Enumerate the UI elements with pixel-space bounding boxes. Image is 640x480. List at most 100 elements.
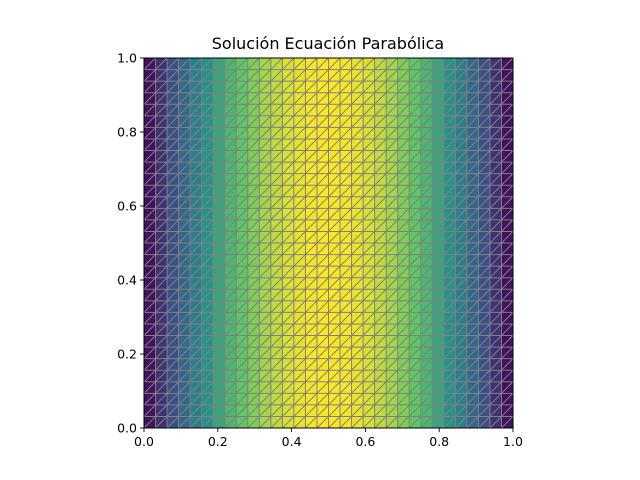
mesh-edge-diagonal	[397, 288, 410, 302]
mesh-edge-diagonal	[201, 57, 214, 70]
mesh-edge-diagonal	[258, 288, 272, 302]
mesh-edge-diagonal	[316, 138, 329, 151]
mesh-edge-diagonal	[431, 57, 445, 70]
mesh-edge-diagonal	[385, 242, 399, 255]
mesh-edge-diagonal	[293, 312, 306, 325]
mesh-edge-diagonal	[431, 207, 445, 221]
mesh-edge-diagonal	[408, 277, 422, 290]
mesh-edge-diagonal	[224, 150, 237, 163]
mesh-edge-diagonal	[374, 150, 387, 163]
mesh-edge-diagonal	[443, 57, 456, 70]
mesh-edge-diagonal	[454, 57, 468, 70]
mesh-edge-diagonal	[166, 92, 179, 105]
mesh-edge-diagonal	[454, 92, 468, 105]
mesh-edge-diagonal	[189, 127, 203, 140]
mesh-edge-diagonal	[385, 288, 399, 302]
mesh-edge-diagonal	[454, 265, 468, 279]
mesh-edge-diagonal	[501, 404, 514, 417]
mesh-edge-diagonal	[258, 92, 272, 105]
mesh-edge-diagonal	[339, 150, 352, 163]
mesh-edge-diagonal	[454, 288, 468, 302]
mesh-edge-diagonal	[189, 288, 203, 302]
mesh-edge-diagonal	[454, 115, 468, 128]
mesh-edge-diagonal	[282, 242, 295, 255]
mesh-edge-diagonal	[385, 381, 399, 394]
mesh-edge-diagonal	[305, 161, 318, 174]
mesh-edge-diagonal	[155, 196, 168, 209]
mesh-edge-diagonal	[305, 277, 318, 290]
mesh-edge-diagonal	[247, 69, 260, 82]
mesh-edge-diagonal	[466, 184, 479, 198]
mesh-edge-diagonal	[420, 115, 433, 128]
mesh-edge-diagonal	[189, 92, 203, 105]
mesh-edge-diagonal	[374, 115, 387, 128]
mesh-edge-diagonal	[189, 300, 203, 313]
mesh-edge-diagonal	[212, 115, 226, 128]
mesh-edge-diagonal	[454, 173, 468, 186]
mesh-edge-diagonal	[143, 242, 156, 255]
mesh-edge-diagonal	[501, 103, 514, 117]
mesh-edge-diagonal	[478, 369, 491, 383]
mesh-edge-diagonal	[143, 103, 156, 117]
mesh-edge-diagonal	[155, 184, 168, 198]
mesh-edge-diagonal	[420, 231, 433, 244]
mesh-edge-diagonal	[270, 138, 283, 151]
mesh-edge-diagonal	[143, 161, 156, 174]
mesh-edge-diagonal	[443, 150, 456, 163]
mesh-edge-diagonal	[466, 138, 479, 151]
mesh-edge-diagonal	[166, 369, 179, 383]
mesh-edge-diagonal	[189, 69, 203, 82]
mesh-edge-diagonal	[258, 161, 272, 174]
mesh-edge-diagonal	[454, 277, 468, 290]
mesh-edge-diagonal	[339, 323, 352, 336]
mesh-edge-diagonal	[478, 381, 491, 394]
mesh-edge-diagonal	[155, 207, 168, 221]
mesh-edge-diagonal	[385, 80, 399, 94]
mesh-edge-diagonal	[224, 300, 237, 313]
mesh-edge-diagonal	[270, 265, 283, 279]
mesh-edge-diagonal	[478, 196, 491, 209]
mesh-edge-diagonal	[328, 196, 341, 209]
mesh-edge-diagonal	[339, 161, 352, 174]
mesh-edge-diagonal	[420, 57, 433, 70]
mesh-edge-diagonal	[362, 369, 375, 383]
mesh-edge-diagonal	[431, 173, 445, 186]
mesh-edge-diagonal	[397, 69, 410, 82]
mesh-edge-diagonal	[316, 369, 329, 383]
mesh-edge-diagonal	[166, 57, 179, 70]
mesh-edge-diagonal	[431, 265, 445, 279]
mesh-edge-diagonal	[362, 323, 375, 336]
mesh-edge-diagonal	[316, 416, 329, 429]
mesh-edge-diagonal	[408, 346, 422, 359]
mesh-edge-diagonal	[374, 404, 387, 417]
mesh-edge-diagonal	[420, 92, 433, 105]
mesh-edge-diagonal	[166, 381, 179, 394]
mesh-edge-diagonal	[466, 346, 479, 359]
mesh-edge-diagonal	[339, 265, 352, 279]
mesh-edge-diagonal	[443, 207, 456, 221]
mesh-edge-diagonal	[235, 404, 249, 417]
mesh-edge-diagonal	[178, 404, 191, 417]
mesh-edge-diagonal	[258, 254, 272, 267]
mesh-edge-diagonal	[155, 173, 168, 186]
mesh-edge-diagonal	[189, 207, 203, 221]
mesh-edge-diagonal	[212, 103, 226, 117]
mesh-edge-diagonal	[178, 369, 191, 383]
mesh-edge-diagonal	[293, 300, 306, 313]
mesh-edge-diagonal	[501, 242, 514, 255]
mesh-edge-diagonal	[420, 80, 433, 94]
mesh-edge-diagonal	[143, 138, 156, 151]
mesh-edge-diagonal	[362, 416, 375, 429]
mesh-edge-diagonal	[270, 369, 283, 383]
mesh-edge-diagonal	[362, 80, 375, 94]
mesh-edge-diagonal	[397, 323, 410, 336]
mesh-edge-diagonal	[374, 323, 387, 336]
mesh-edge-diagonal	[454, 207, 468, 221]
mesh-edge-diagonal	[431, 219, 445, 232]
mesh-edge-diagonal	[466, 312, 479, 325]
mesh-edge-diagonal	[374, 196, 387, 209]
mesh-edge-diagonal	[224, 57, 237, 70]
mesh-edge-diagonal	[316, 150, 329, 163]
mesh-edge-diagonal	[178, 231, 191, 244]
mesh-edge-diagonal	[282, 103, 295, 117]
